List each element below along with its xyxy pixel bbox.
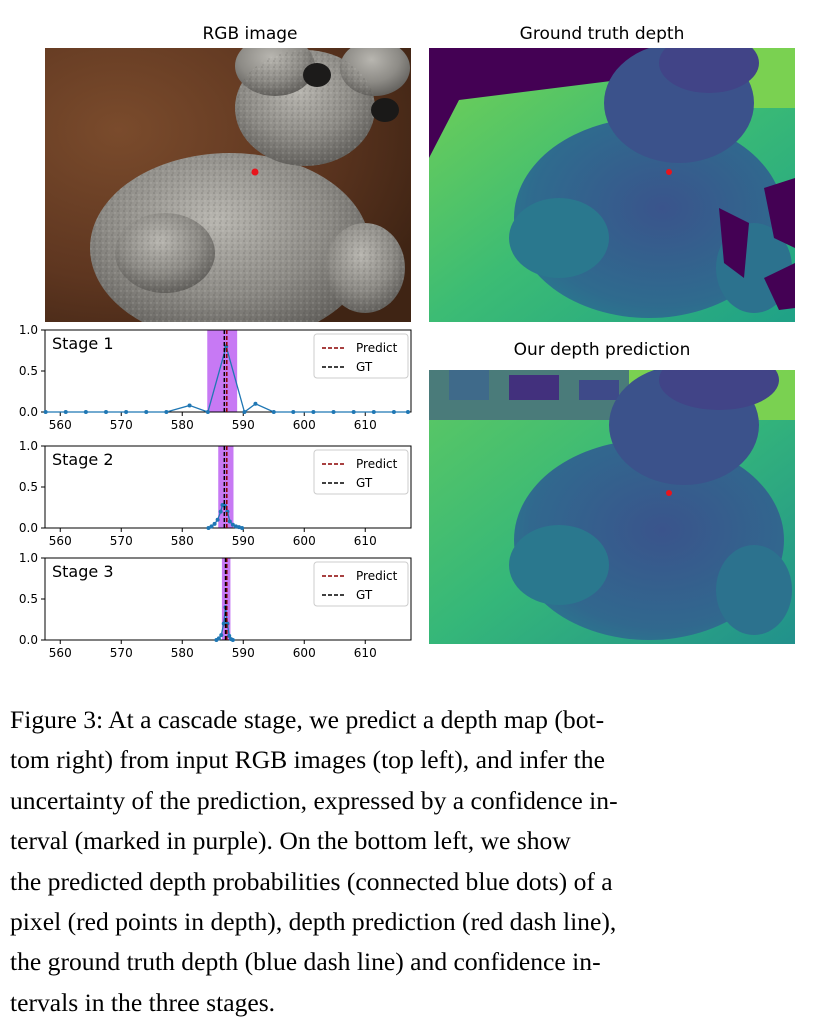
x-tick-label: 570 — [110, 418, 133, 432]
probability-point — [253, 401, 258, 406]
probability-point — [391, 410, 396, 414]
ground-truth-depth-title: Ground truth depth — [519, 24, 685, 44]
y-tick-label: 1.0 — [19, 439, 38, 453]
probability-line — [45, 343, 408, 414]
probability-point — [205, 410, 210, 414]
probability-point — [218, 509, 223, 514]
probability-point — [233, 524, 238, 529]
probability-point — [227, 633, 232, 638]
probability-point — [63, 410, 68, 414]
probability-point — [230, 638, 235, 642]
stage-title: Stage 3 — [52, 562, 114, 581]
gt-pixel-point — [666, 169, 672, 175]
x-tick-label: 600 — [293, 418, 316, 432]
probability-point — [230, 522, 235, 527]
stage-2-chart: 0.0 0.5 1.0 560 570 580 590 600 610 Stage 2 Predic… — [19, 439, 412, 548]
probability-point — [221, 621, 226, 626]
x-tick-label: 610 — [354, 534, 377, 548]
probability-point — [219, 633, 224, 638]
caption-line: terval (marked in purple). On the bottom… — [10, 826, 571, 856]
pred-pixel-point — [666, 490, 672, 496]
figure-caption: Figure 3: At a cascade stage, we predict… — [10, 700, 800, 1023]
y-tick-label: 0.5 — [19, 480, 38, 494]
y-tick-label: 0.0 — [19, 521, 38, 535]
x-tick-label: 570 — [110, 646, 133, 660]
x-tick-label: 590 — [232, 418, 255, 432]
stage-3-chart: 0.0 0.5 1.0 560 570 580 590 600 610 Stage 3 Predic… — [19, 551, 412, 660]
caption-line: tervals in the three stages. — [10, 987, 276, 1017]
caption-line: Figure 3: At a cascade stage, we predict… — [10, 705, 605, 734]
caption-line: tom right) from input RGB images (top le… — [10, 745, 605, 775]
legend-gt-label: GT — [356, 476, 373, 490]
x-tick-label: 560 — [49, 418, 72, 432]
confidence-interval — [218, 446, 234, 528]
probability-point — [371, 410, 376, 414]
probability-point — [291, 410, 296, 414]
probability-point — [215, 517, 220, 522]
y-tick-label: 1.0 — [19, 551, 38, 565]
y-tick-label: 0.0 — [19, 405, 38, 419]
probability-point — [227, 519, 232, 524]
caption-line: pixel (red points in depth), depth predi… — [10, 907, 617, 937]
x-tick-label: 580 — [171, 534, 194, 548]
y-tick-label: 0.5 — [19, 364, 38, 378]
probability-point — [144, 410, 149, 414]
probability-point — [240, 526, 245, 530]
rgb-image-title: RGB image — [202, 24, 298, 44]
probability-point — [405, 410, 410, 414]
probability-point — [351, 410, 356, 414]
caption-line: the ground truth depth (blue dash line) … — [10, 947, 601, 977]
legend-gt-label: GT — [356, 588, 373, 602]
probability-point — [216, 636, 221, 641]
x-tick-label: 570 — [110, 534, 133, 548]
probability-point — [311, 410, 316, 414]
y-tick-label: 0.0 — [19, 633, 38, 647]
probability-point — [164, 410, 169, 414]
depth-prediction-title: Our depth prediction — [513, 340, 691, 360]
legend-predict-label: Predict — [356, 341, 398, 355]
legend-predict-label: Predict — [356, 569, 398, 583]
probability-point — [124, 410, 129, 414]
stage-title: Stage 2 — [52, 450, 114, 469]
x-tick-label: 590 — [232, 646, 255, 660]
legend-predict-label: Predict — [356, 457, 398, 471]
probability-point — [104, 410, 108, 414]
legend-gt-label: GT — [356, 360, 373, 374]
probability-point — [242, 410, 247, 414]
ground-truth-depth-map — [429, 48, 795, 322]
probability-point — [212, 521, 217, 526]
pred-bunny-shape — [509, 370, 792, 640]
probability-point — [236, 525, 241, 530]
y-tick-label: 1.0 — [19, 323, 38, 337]
probability-point — [271, 410, 276, 414]
stage-1-chart: 0.0 0.5 1.0 560 570 580 590 600 610 Stage 1 Predic… — [19, 323, 412, 432]
confidence-interval — [221, 558, 231, 640]
rgb-pixel-point — [251, 168, 259, 176]
x-tick-label: 610 — [354, 646, 377, 660]
probability-point — [187, 403, 192, 408]
probability-point — [209, 524, 214, 529]
rgb-image — [45, 48, 411, 322]
x-tick-label: 600 — [293, 646, 316, 660]
probability-point — [206, 526, 211, 530]
gt-bunny-shape — [509, 48, 792, 318]
x-tick-label: 600 — [293, 534, 316, 548]
probability-point — [331, 410, 336, 414]
x-tick-label: 610 — [354, 418, 377, 432]
caption-line: uncertainty of the prediction, expressed… — [10, 785, 618, 815]
caption-line: the predicted depth probabilities (conne… — [10, 866, 613, 896]
x-tick-label: 580 — [171, 646, 194, 660]
stage-title: Stage 1 — [52, 334, 114, 353]
predicted-depth-map — [429, 370, 795, 644]
x-tick-label: 560 — [49, 534, 72, 548]
y-tick-label: 0.5 — [19, 592, 38, 606]
x-tick-label: 560 — [49, 646, 72, 660]
probability-point — [43, 410, 48, 414]
x-tick-label: 590 — [232, 534, 255, 548]
probability-point — [83, 410, 88, 414]
x-tick-label: 580 — [171, 418, 194, 432]
